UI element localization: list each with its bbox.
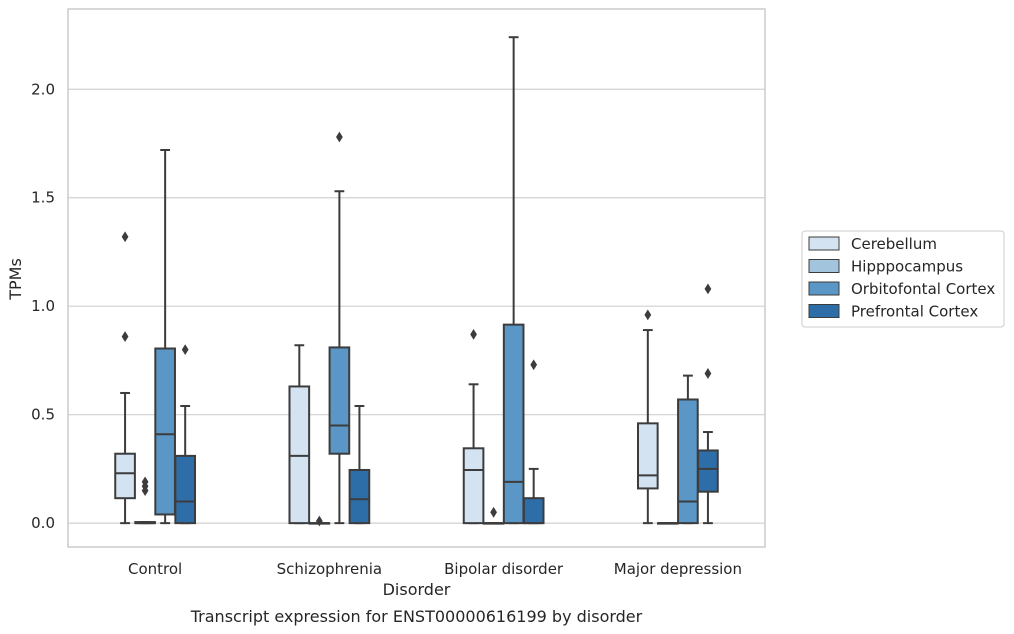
outlier-point (336, 131, 343, 143)
y-tick-label: 1.5 (31, 189, 55, 207)
legend-items: Cerebellum Hipppocampus Orbitofontal Corte… (808, 235, 995, 321)
legend-label: Orbitofontal Cortex (851, 280, 995, 298)
outlier-point (470, 329, 477, 340)
box-body (522, 497, 545, 525)
x-axis-label: Disorder (383, 580, 451, 599)
legend-swatch (808, 281, 840, 296)
outlier-point (141, 476, 149, 488)
box-group (697, 283, 719, 525)
box-group (174, 344, 197, 525)
chart-caption: Transcript expression for ENST0000061619… (190, 607, 643, 626)
box-group (502, 36, 525, 525)
box-body (154, 347, 176, 516)
box-group (522, 359, 545, 525)
box-body (502, 323, 525, 525)
box-group (328, 131, 351, 525)
box-body (636, 422, 659, 490)
plot-area-frame (67, 8, 766, 548)
x-tick-label: Major depression (614, 560, 742, 578)
outlier-point (704, 283, 712, 295)
outlier-point (644, 309, 652, 321)
outlier-point (490, 506, 497, 518)
box-body (697, 449, 719, 493)
y-tick-label: 1.0 (31, 297, 55, 315)
legend-frame (801, 230, 1005, 328)
box-body (677, 398, 699, 525)
legend: Cerebellum Hipppocampus Orbitofontal Corte… (801, 230, 1005, 328)
x-tick-label: Control (128, 560, 182, 578)
outlier-point (181, 344, 189, 355)
y-axis-label: TPMs (6, 258, 25, 301)
box-body (328, 346, 351, 455)
legend-swatch (808, 259, 840, 273)
box-group (134, 476, 156, 525)
outlier-point (121, 331, 129, 342)
legend-swatch (808, 304, 840, 318)
box-group (657, 522, 679, 525)
box-body (114, 452, 136, 500)
x-tick-label: Schizophrenia (277, 560, 382, 578)
box-body (348, 468, 371, 525)
y-tick-label: 0.5 (31, 406, 55, 424)
outlier-point (315, 515, 323, 527)
outlier-point (704, 368, 712, 379)
box-group (114, 231, 136, 525)
legend-swatch (808, 236, 840, 251)
outlier-point (530, 359, 538, 371)
y-tick-label: 2.0 (31, 80, 55, 98)
y-tick-label: 0.0 (31, 514, 55, 532)
box-group (677, 374, 699, 525)
box-body (288, 385, 311, 525)
box-group (154, 149, 176, 525)
box-body (462, 447, 485, 525)
box-group (482, 506, 505, 525)
x-tick-labels: Control Schizophrenia Bipolar disorder Majo… (128, 560, 742, 578)
box-group (348, 404, 371, 525)
legend-label: Prefrontal Cortex (851, 303, 978, 321)
box-group (288, 344, 311, 525)
outlier-point (121, 231, 129, 243)
box-group (462, 329, 485, 525)
x-tick-label: Bipolar disorder (444, 560, 564, 578)
box-group (636, 309, 659, 525)
box-group (308, 515, 331, 527)
box-series-group (114, 36, 719, 527)
legend-label: Cerebellum (851, 235, 937, 253)
box-body (174, 454, 197, 525)
y-tick-labels: 0.0 0.5 1.0 1.5 2.0 (31, 80, 55, 532)
legend-label: Hipppocampus (851, 258, 963, 276)
